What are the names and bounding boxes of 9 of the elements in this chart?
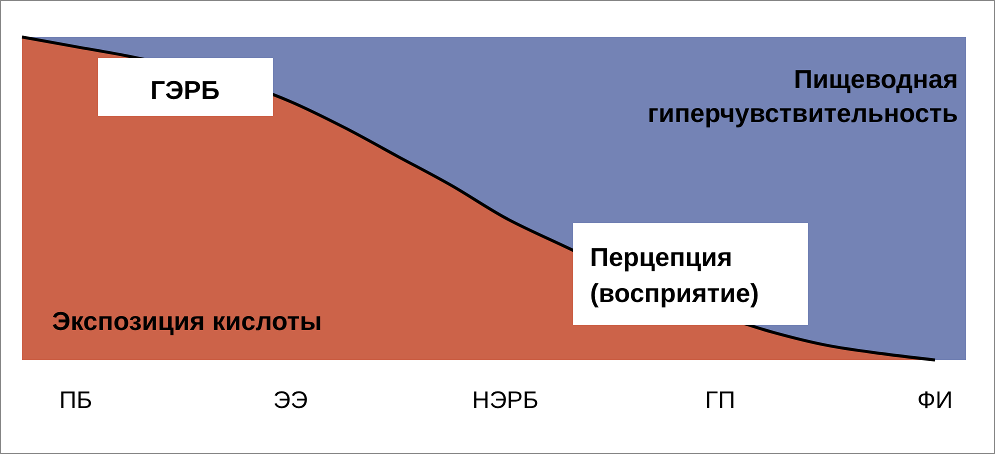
- x-tick-label: ФИ: [917, 387, 953, 414]
- series-label: Экспозиция кислоты: [52, 306, 322, 336]
- annotation: ГЭРБ: [150, 75, 220, 105]
- x-tick-label: ЭЭ: [273, 387, 308, 414]
- band-label: Пищеводная гиперчувствительность: [648, 64, 958, 128]
- annotation: Перцепция (восприятие): [590, 242, 759, 308]
- x-tick-label: ГП: [705, 387, 736, 414]
- x-tick-label: НЭРБ: [472, 387, 539, 414]
- x-tick-label: ПБ: [59, 387, 92, 414]
